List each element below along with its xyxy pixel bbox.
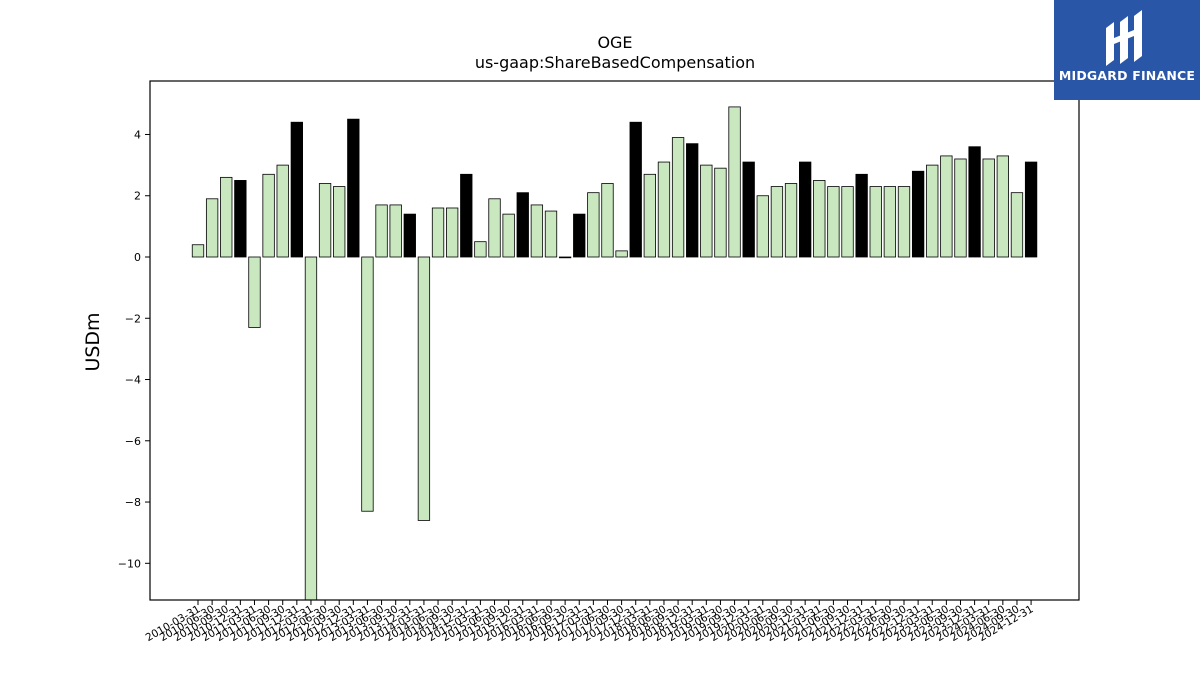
- bar: [234, 180, 247, 258]
- bar: [431, 207, 445, 258]
- bar: [756, 195, 769, 258]
- y-tick-label: 4: [134, 128, 141, 141]
- bar: [1010, 192, 1024, 258]
- y-tick-label: 0: [134, 251, 141, 264]
- bar: [827, 186, 840, 258]
- bar: [883, 186, 897, 258]
- bar: [601, 183, 614, 258]
- bar: [996, 155, 1009, 258]
- bar: [389, 204, 402, 258]
- bar: [954, 158, 967, 258]
- bar: [700, 164, 713, 258]
- bar: [657, 161, 671, 258]
- bar: [855, 173, 868, 258]
- bar: [191, 244, 205, 258]
- bar: [799, 161, 812, 258]
- bar: [714, 167, 727, 258]
- bar: [813, 180, 826, 258]
- bar: [220, 176, 233, 258]
- bar: [573, 213, 586, 258]
- bar: [347, 118, 360, 258]
- bar: [841, 186, 854, 258]
- bar: [897, 186, 911, 258]
- bar: [304, 256, 318, 601]
- bar: [318, 183, 332, 258]
- bar: [784, 183, 798, 258]
- bar: [333, 186, 346, 258]
- bar: [544, 210, 558, 258]
- bar: [587, 192, 600, 258]
- y-axis-label: USDm: [82, 312, 104, 371]
- x-axis: 2010-03-312010-06-302010-09-302010-12-31…: [144, 600, 1036, 644]
- bar: [770, 186, 784, 258]
- bar: [375, 204, 388, 258]
- bar: [615, 250, 628, 258]
- bar: [926, 164, 939, 258]
- bar: [474, 241, 487, 258]
- bar: [643, 173, 656, 258]
- bar: [728, 106, 741, 258]
- bar: [403, 213, 416, 258]
- bar: [940, 155, 953, 258]
- y-tick-label: 2: [134, 190, 141, 203]
- bar: [530, 204, 544, 258]
- bar: [276, 164, 289, 258]
- brand-logo: MIDGARD FINANCE: [1054, 0, 1200, 100]
- bar: [686, 143, 699, 258]
- bar: [460, 173, 473, 258]
- bar: [671, 137, 685, 258]
- y-tick-label: −2: [125, 312, 141, 325]
- bar: [248, 256, 261, 328]
- chart-subtitle: us-gaap:ShareBasedCompensation: [475, 53, 755, 72]
- midgard-logo-icon: [1106, 10, 1142, 66]
- y-tick-label: −10: [118, 557, 141, 570]
- y-axis: −10 −8 −6 −4 −2 0 2 4: [118, 128, 150, 570]
- bar: [262, 173, 275, 258]
- bar: [488, 198, 501, 258]
- bar: [1024, 161, 1038, 258]
- bar: [446, 207, 459, 258]
- bar: [629, 121, 642, 258]
- bar: [417, 256, 431, 521]
- bar: [869, 186, 882, 258]
- y-tick-label: −4: [125, 374, 141, 387]
- bar: [361, 256, 374, 512]
- bar: [558, 256, 572, 259]
- bars-group: [191, 106, 1038, 601]
- brand-name: MIDGARD FINANCE: [1058, 68, 1196, 83]
- bar: [502, 213, 515, 258]
- y-tick-label: −6: [125, 435, 141, 448]
- chart-title: OGE: [597, 33, 632, 52]
- bar: [290, 121, 303, 258]
- plot-frame: [149, 80, 1080, 601]
- bar: [911, 170, 925, 258]
- bar: [516, 192, 529, 258]
- bar: [982, 158, 995, 258]
- bar: [968, 146, 981, 258]
- bar: [205, 198, 219, 258]
- bar: [742, 161, 755, 258]
- y-tick-label: −8: [125, 496, 141, 509]
